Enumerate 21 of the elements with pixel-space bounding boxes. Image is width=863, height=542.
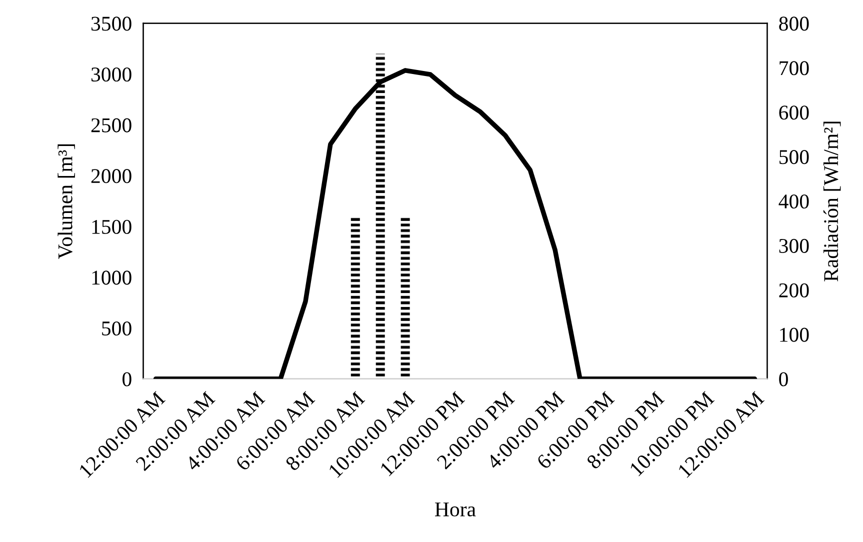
- y-tick-label: 0: [122, 372, 132, 386]
- y2-axis-title: Radiación [Wh/m²]: [823, 122, 841, 282]
- y2-tick-label: 100: [780, 328, 809, 342]
- y2-tick-label: 0: [779, 372, 788, 386]
- line-series: [153, 68, 758, 379]
- y-tick-label: 2500: [91, 118, 132, 132]
- y-tick-label: 1500: [92, 220, 132, 234]
- y2-tick-label: 500: [780, 150, 809, 164]
- y2-tick-label: 400: [778, 194, 809, 209]
- y2-tick-label: 300: [779, 238, 809, 253]
- y2-tick-label: 200: [779, 283, 809, 298]
- y-tick-label: 2000: [91, 169, 132, 184]
- y2-tick-label: 600: [779, 106, 809, 120]
- x-axis-title: Hora: [435, 502, 476, 516]
- y-tick-label: 3000: [91, 67, 132, 82]
- y-tick-label: 500: [102, 321, 132, 336]
- y-tick-label: 1000: [92, 270, 132, 285]
- y2-tick-label: 800: [779, 16, 809, 31]
- y2-tick-label: 700: [780, 61, 809, 76]
- y-axis-title: Volumen [m³]: [58, 144, 75, 260]
- y-tick-label: 3500: [91, 16, 132, 31]
